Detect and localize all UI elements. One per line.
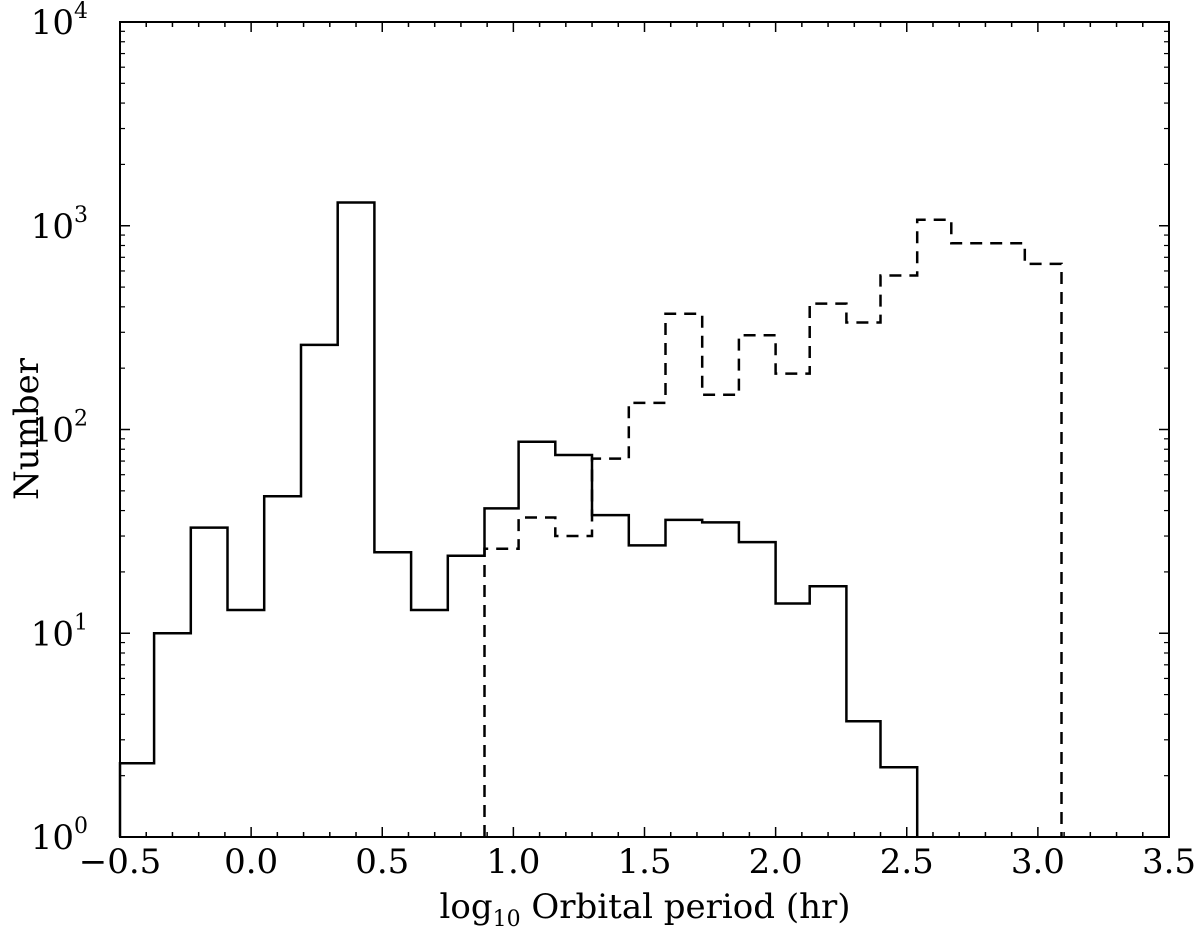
ticks-layer [119,21,1170,838]
series-dashed-line [483,218,1063,837]
y-tick-label: 101 [31,610,88,654]
y-tick-label: 100 [31,814,88,858]
x-tick-label: 0.0 [224,842,278,882]
y-tick-label: 104 [31,0,88,43]
x-tick-label: 3.5 [1142,842,1196,882]
x-tick-label: 3.0 [1011,842,1065,882]
x-tick-label: 1.5 [617,842,671,882]
y-tick-label: 103 [31,203,88,247]
x-tick-label: 1.0 [486,842,540,882]
x-axis-label: log10 Orbital period (hr) [439,887,850,932]
series-solid-line [118,201,919,837]
x-tick-label: 0.5 [355,842,409,882]
x-tick-label: 2.5 [880,842,934,882]
y-tick-labels: 100 101 102 103 104 [31,0,88,858]
x-tick-label: 2.0 [749,842,803,882]
x-tick-label: −0.5 [79,842,162,882]
y-tick-label: 102 [31,407,88,451]
plot-frame [119,21,1170,838]
y-axis-label: Number [7,357,47,500]
x-tick-labels: −0.5 0.0 0.5 1.0 1.5 2.0 2.5 3.0 3.5 [79,842,1196,882]
series-layer [118,201,1063,837]
